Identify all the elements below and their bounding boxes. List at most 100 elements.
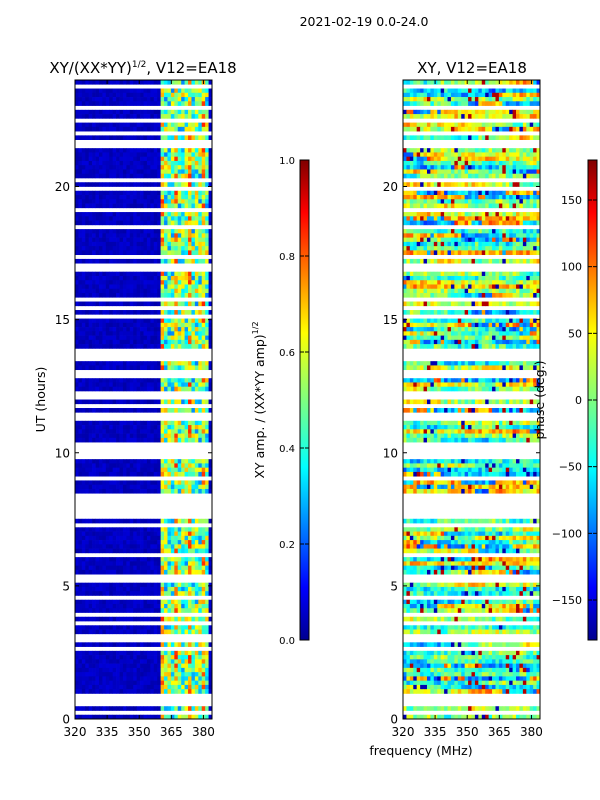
heatmap-cell (416, 101, 421, 106)
heatmap-cell (423, 182, 428, 187)
heatmap-cell (112, 190, 117, 196)
heatmap-cell (88, 565, 93, 571)
heatmap-cell (75, 122, 79, 128)
heatmap-cell (174, 101, 179, 106)
heatmap-cell (109, 689, 114, 694)
heatmap-cell (85, 101, 90, 106)
heatmap-cell (184, 271, 189, 277)
heatmap-cell (164, 318, 168, 324)
heatmap-cell (181, 629, 185, 635)
heatmap-cell (112, 327, 117, 332)
heatmap-cell (478, 165, 483, 170)
heatmap-cell (129, 582, 134, 588)
heatmap-cell (122, 339, 127, 345)
heatmap-cell (522, 126, 527, 132)
heatmap-cell (413, 165, 418, 170)
heatmap-cell (205, 237, 209, 243)
heatmap-cell (198, 275, 203, 281)
heatmap-cell (116, 386, 120, 392)
heatmap-cell (146, 135, 151, 140)
heatmap-cell (157, 88, 161, 94)
heatmap-cell (92, 220, 96, 226)
heatmap-cell (98, 173, 103, 179)
heatmap-cell (75, 629, 79, 635)
heatmap-cell (194, 182, 199, 187)
heatmap-cell (450, 220, 455, 226)
heatmap-cell (150, 301, 155, 307)
heatmap-cell (536, 156, 541, 162)
heatmap-cell (450, 212, 455, 217)
heatmap-cell (430, 156, 435, 162)
heatmap-cell (170, 182, 175, 187)
heatmap-cell (78, 714, 83, 720)
heatmap-cell (208, 361, 213, 366)
heatmap-cell (208, 237, 213, 243)
heatmap-cell (170, 591, 175, 596)
heatmap-cell (129, 250, 134, 256)
heatmap-cell (420, 88, 424, 94)
heatmap-cell (416, 80, 421, 85)
heatmap-cell (136, 706, 141, 711)
heatmap-cell (116, 241, 120, 247)
heatmap-cell (160, 488, 165, 494)
heatmap-cell (136, 684, 141, 690)
heatmap-cell (157, 246, 161, 251)
heatmap-cell (75, 684, 79, 690)
heatmap-cell (512, 80, 517, 85)
heatmap-cell (85, 109, 90, 115)
heatmap-cell (188, 271, 192, 277)
heatmap-cell (170, 246, 175, 251)
heatmap-cell (150, 684, 155, 690)
heatmap-cell (102, 557, 107, 562)
heatmap-cell (194, 156, 199, 162)
heatmap-cell (98, 97, 103, 102)
heatmap-cell (112, 488, 117, 494)
heatmap-cell (426, 216, 431, 221)
heatmap-cell (75, 126, 79, 132)
heatmap-cell (85, 190, 90, 196)
heatmap-cell (471, 152, 476, 158)
heatmap-cell (105, 293, 110, 298)
heatmap-cell (167, 382, 172, 388)
heatmap-cell (126, 135, 131, 140)
heatmap-cell (122, 459, 127, 464)
heatmap-cell (81, 288, 86, 294)
heatmap-cell (122, 680, 127, 686)
heatmap-cell (194, 80, 199, 85)
heatmap-cell (105, 135, 110, 140)
heatmap-cell (533, 156, 537, 162)
heatmap-cell (146, 399, 151, 405)
heatmap-cell (454, 165, 459, 170)
heatmap-cell (157, 250, 161, 256)
heatmap-cell (191, 667, 196, 673)
heatmap-cell (109, 331, 114, 336)
heatmap-cell (129, 650, 134, 656)
heatmap-cell (150, 399, 155, 405)
heatmap-cell (133, 484, 137, 490)
heatmap-cell (122, 169, 127, 175)
heatmap-cell (88, 220, 93, 226)
heatmap-cell (464, 152, 469, 158)
heatmap-cell (119, 114, 124, 119)
heatmap-cell (136, 92, 141, 98)
heatmap-cell (468, 173, 472, 179)
heatmap-cell (164, 565, 168, 571)
heatmap-cell (478, 109, 483, 115)
heatmap-cell (536, 169, 541, 175)
heatmap-cell (488, 173, 493, 179)
heatmap-cell (474, 203, 479, 209)
heatmap-cell (133, 655, 137, 660)
heatmap-cell (109, 365, 114, 371)
heatmap-cell (136, 310, 141, 315)
heatmap-cell (208, 608, 213, 613)
heatmap-cell (119, 569, 124, 575)
heatmap-cell (177, 250, 182, 256)
heatmap-cell (188, 706, 192, 711)
heatmap-cell (150, 608, 155, 613)
heatmap-cell (167, 246, 172, 251)
heatmap-cell (95, 165, 100, 170)
heatmap-cell (153, 544, 158, 549)
heatmap-cell (88, 152, 93, 158)
heatmap-cell (126, 386, 131, 392)
heatmap-cell (522, 160, 527, 166)
